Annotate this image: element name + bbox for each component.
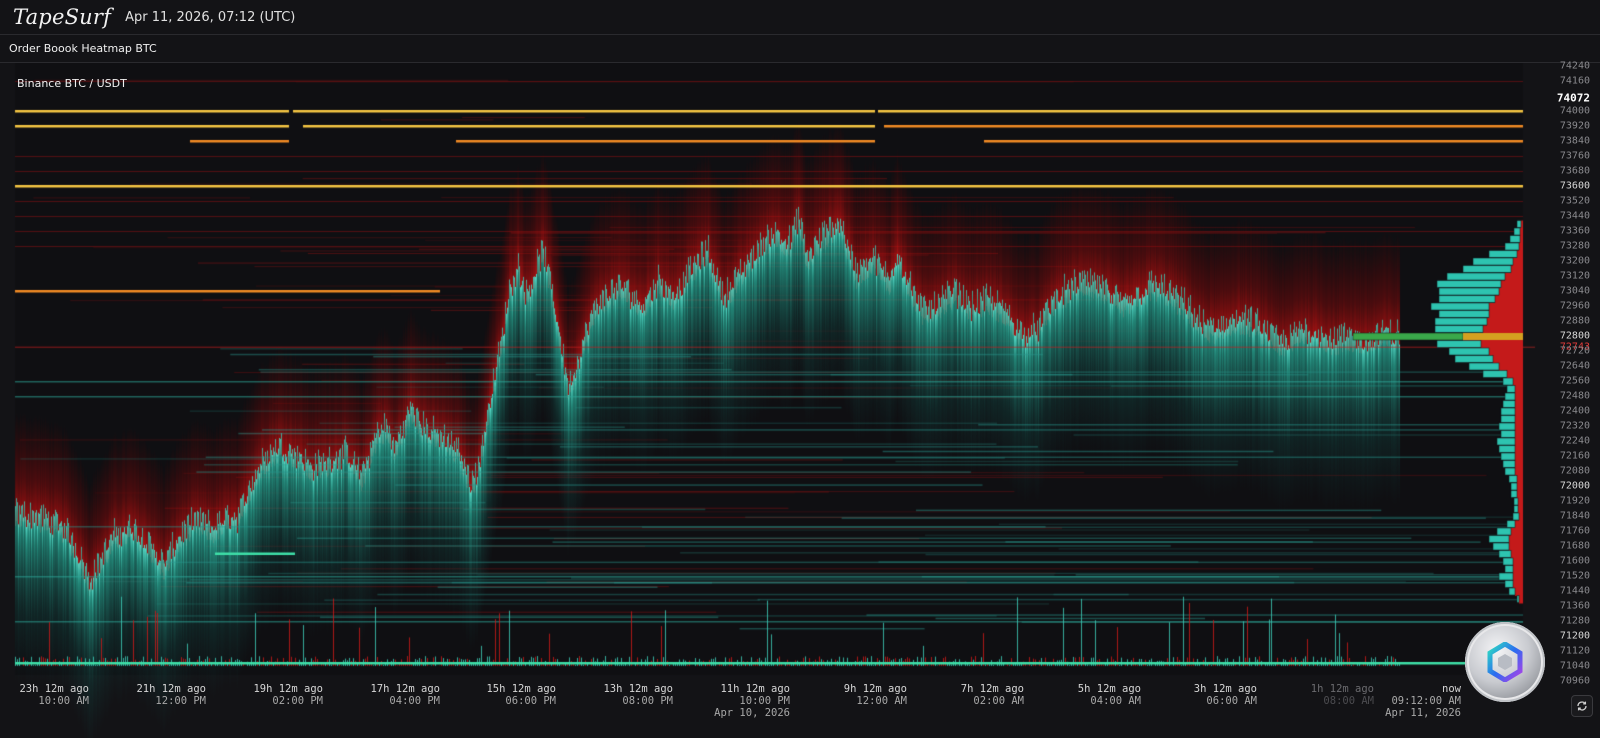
price-tick: 70960	[1559, 675, 1590, 687]
price-tick: 71600	[1559, 555, 1590, 567]
heatmap-canvas[interactable]	[0, 63, 1600, 738]
time-tick: 19h 12m ago 02:00 PM	[253, 683, 323, 707]
top-bar: TapeSurf Apr 11, 2026, 07:12 (UTC)	[0, 0, 1600, 35]
time-tick: 1h 12m ago 08:00 AM	[1311, 683, 1374, 707]
time-tick-clock: 06:00 PM	[505, 695, 556, 707]
price-tick: 73920	[1559, 120, 1590, 132]
time-tick-clock: 08:00 PM	[622, 695, 673, 707]
time-tick: 11h 12m ago 10:00 PM Apr 10, 2026	[714, 683, 790, 719]
time-tick-ago: 17h 12m ago	[370, 683, 440, 695]
price-tick: 72320	[1559, 420, 1590, 432]
price-tick: 71120	[1559, 645, 1590, 657]
price-tick: 73200	[1559, 255, 1590, 267]
time-tick-ago: 23h 12m ago	[19, 683, 89, 695]
price-tick: 72960	[1559, 300, 1590, 312]
time-tick: 23h 12m ago 10:00 AM	[19, 683, 89, 707]
price-tick: 71280	[1559, 615, 1590, 627]
time-tick-clock: 09:12:00 AM	[1391, 695, 1461, 707]
time-tick: 17h 12m ago 04:00 PM	[370, 683, 440, 707]
time-tick-clock: 12:00 AM	[856, 695, 907, 707]
coin-hexagon-icon	[1487, 642, 1523, 682]
current-datetime: Apr 11, 2026, 07:12 (UTC)	[125, 9, 296, 25]
pair-label: Binance BTC / USDT	[17, 77, 127, 90]
price-tick: 71680	[1559, 540, 1590, 552]
time-tick-ago: 1h 12m ago	[1310, 683, 1374, 695]
time-tick-ago: 19h 12m ago	[253, 683, 323, 695]
page-title: Order Boook Heatmap BTC	[9, 42, 157, 55]
price-tick: 71200	[1559, 630, 1590, 642]
time-tick: 15h 12m ago 06:00 PM	[486, 683, 556, 707]
price-tick: 73440	[1559, 210, 1590, 222]
time-tick-ago: 11h 12m ago	[720, 683, 790, 695]
price-tick: 74160	[1559, 75, 1590, 87]
time-tick: 7h 12m ago 02:00 AM	[961, 683, 1024, 707]
price-tick: 73120	[1559, 270, 1590, 282]
time-tick: 5h 12m ago 04:00 AM	[1078, 683, 1141, 707]
app-logo[interactable]: TapeSurf	[13, 5, 112, 29]
time-tick: 3h 12m ago 06:00 AM	[1194, 683, 1257, 707]
price-tick: 73600	[1559, 180, 1590, 192]
time-tick-clock: 04:00 AM	[1090, 695, 1141, 707]
refresh-button[interactable]	[1571, 695, 1593, 717]
price-tick: 73520	[1559, 195, 1590, 207]
time-tick-date: Apr 10, 2026	[714, 707, 790, 719]
price-tick: 73280	[1559, 240, 1590, 252]
price-tick: 71360	[1559, 600, 1590, 612]
time-tick-clock: 08:00 AM	[1323, 695, 1374, 707]
coin-logo	[1465, 622, 1545, 702]
time-tick-ago: 7h 12m ago	[960, 683, 1024, 695]
price-tick: 74240	[1559, 60, 1590, 72]
price-tick: 72720	[1559, 345, 1590, 357]
price-axis[interactable]: 74240 74160 74072 74000 73920 73840 73760 73680…	[1528, 60, 1600, 687]
price-tick: 72480	[1559, 390, 1590, 402]
time-tick-ago: 5h 12m ago	[1077, 683, 1141, 695]
time-axis[interactable]: 23h 12m ago 10:00 AM 21h 12m ago 12:00 PM 19…	[0, 681, 1600, 738]
price-tick: 72000	[1559, 480, 1590, 492]
time-tick-clock: 04:00 PM	[389, 695, 440, 707]
price-tick: 72640	[1559, 360, 1590, 372]
price-tick: 74072	[1556, 91, 1590, 104]
price-tick: 72240	[1559, 435, 1590, 447]
time-tick-clock: 12:00 PM	[155, 695, 206, 707]
time-tick-ago: 13h 12m ago	[603, 683, 673, 695]
price-tick: 73760	[1559, 150, 1590, 162]
price-tick: 71840	[1559, 510, 1590, 522]
time-tick: 21h 12m ago 12:00 PM	[136, 683, 206, 707]
heatmap-chart[interactable]: Binance BTC / USDT 74240 74160 74072 74000 7…	[0, 60, 1600, 738]
sub-header: Order Boook Heatmap BTC	[0, 35, 1600, 63]
time-tick-clock: 02:00 PM	[272, 695, 323, 707]
price-tick: 73840	[1559, 135, 1590, 147]
time-tick-ago: 21h 12m ago	[136, 683, 206, 695]
time-tick: now 09:12:00 AM Apr 11, 2026	[1385, 683, 1461, 719]
price-tick: 72160	[1559, 450, 1590, 462]
time-tick-ago: 9h 12m ago	[843, 683, 907, 695]
time-tick-clock: 10:00 AM	[38, 695, 89, 707]
time-tick-ago: 15h 12m ago	[486, 683, 556, 695]
price-tick: 71040	[1559, 660, 1590, 672]
time-tick: 13h 12m ago 08:00 PM	[603, 683, 673, 707]
price-tick: 73040	[1559, 285, 1590, 297]
price-tick: 72080	[1559, 465, 1590, 477]
price-tick: 72560	[1559, 375, 1590, 387]
price-tick: 74000	[1559, 105, 1590, 117]
price-tick: 73360	[1559, 225, 1590, 237]
time-tick-clock: 10:00 PM	[739, 695, 790, 707]
price-tick: 71760	[1559, 525, 1590, 537]
time-tick-ago: now	[1442, 683, 1461, 695]
price-tick: 72880	[1559, 315, 1590, 327]
refresh-icon	[1577, 701, 1587, 711]
time-tick-clock: 06:00 AM	[1206, 695, 1257, 707]
price-tick: 71520	[1559, 570, 1590, 582]
time-tick-ago: 3h 12m ago	[1193, 683, 1257, 695]
price-tick: 73680	[1559, 165, 1590, 177]
price-tick: 72743	[1559, 341, 1590, 353]
time-tick-date: Apr 11, 2026	[1385, 707, 1461, 719]
time-tick-clock: 02:00 AM	[973, 695, 1024, 707]
price-tick: 71440	[1559, 585, 1590, 597]
price-tick: 72800	[1559, 330, 1590, 342]
price-tick: 71920	[1559, 495, 1590, 507]
price-tick: 72400	[1559, 405, 1590, 417]
time-tick: 9h 12m ago 12:00 AM	[844, 683, 907, 707]
